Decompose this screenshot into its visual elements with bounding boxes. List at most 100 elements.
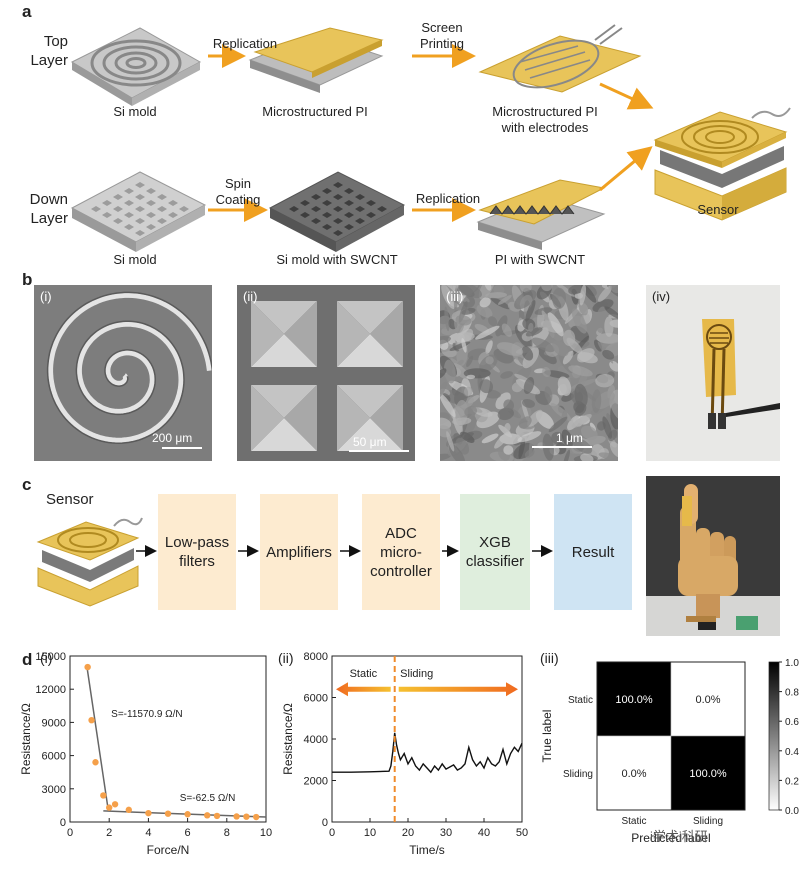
sensor-label: Sensor bbox=[46, 491, 94, 508]
panel-d-label: d bbox=[22, 650, 33, 669]
colorbar-tick-label: 0.6 bbox=[785, 717, 799, 728]
scale-bar-label-i: 200 μm bbox=[152, 431, 193, 445]
y-tick-label: 3000 bbox=[42, 784, 66, 796]
y-tick-label: 8000 bbox=[304, 651, 328, 663]
x-tick-label: 10 bbox=[260, 827, 272, 839]
caption-pi-swcnt: PI with SWCNT bbox=[494, 252, 586, 267]
x-tick-label: 20 bbox=[402, 827, 414, 839]
sem-image-pyramids: (ii) 50 μm bbox=[237, 285, 415, 461]
arrow-to-sensor-down bbox=[599, 146, 653, 192]
x-tick-label: 0 bbox=[67, 827, 73, 839]
data-point bbox=[164, 810, 172, 817]
x-axis-label: Time/s bbox=[409, 843, 445, 857]
arrow-label-replication-top: Replication bbox=[212, 36, 278, 51]
data-point bbox=[92, 759, 99, 766]
pi-swcnt bbox=[476, 179, 606, 250]
arrow-label-replication-down: Replication bbox=[415, 191, 481, 206]
panel-c-label: c bbox=[22, 475, 32, 494]
x-tick-label: 6 bbox=[185, 827, 191, 839]
caption-si-mold-top: Si mold bbox=[113, 104, 157, 119]
sem-image-spiral: (i) 200 μm bbox=[34, 285, 212, 461]
colorbar-tick-label: 0.8 bbox=[785, 688, 799, 699]
pi-with-electrodes bbox=[478, 24, 642, 93]
data-point bbox=[253, 813, 260, 821]
x-tick-label: 2 bbox=[106, 827, 112, 839]
top-layer-label: Top Layer bbox=[30, 33, 68, 69]
arrow-static bbox=[336, 682, 391, 697]
y-tick-label: 6000 bbox=[42, 751, 66, 763]
colorbar-tick-label: 1.0 bbox=[785, 658, 799, 669]
sem-tag-i: (i) bbox=[40, 289, 52, 304]
fit-annotation-flat: S=-62.5 Ω/N bbox=[180, 793, 236, 804]
data-point bbox=[125, 806, 132, 814]
matrix-cell-value: 100.0% bbox=[689, 768, 727, 780]
y-tick-label: 6000 bbox=[304, 693, 328, 705]
row-label: Static bbox=[568, 695, 593, 706]
data-point bbox=[213, 812, 221, 820]
caption-sensor: Sensor bbox=[697, 202, 739, 217]
y-tick-label: 15000 bbox=[35, 651, 66, 663]
x-axis-label: Predicted label bbox=[631, 831, 710, 845]
panel-b-label: b bbox=[22, 270, 33, 289]
data-point bbox=[184, 811, 191, 818]
sem-tag-ii: (ii) bbox=[243, 289, 258, 304]
caption-pi-electrodes: Microstructured PI with electrodes bbox=[492, 104, 598, 135]
data-point bbox=[145, 809, 152, 817]
x-tick-label: 4 bbox=[145, 827, 151, 839]
x-tick-label: 10 bbox=[364, 827, 376, 839]
colorbar-tick-label: 0.2 bbox=[785, 776, 799, 787]
chart-tag-iii: (iii) bbox=[540, 650, 559, 666]
plot-frame bbox=[331, 655, 523, 823]
arrow-sliding bbox=[398, 682, 518, 697]
flow-box-result: Result bbox=[554, 494, 632, 610]
data-point bbox=[243, 813, 250, 820]
flow-box-low-pass-filters: Low-pass filters bbox=[158, 494, 236, 610]
col-label: Static bbox=[621, 816, 646, 827]
chart-resistance-time: 0 10 20 30 40 50 0 2000 4000 6000 8000 Time/s Resist… bbox=[281, 651, 528, 857]
panel-a-label: a bbox=[22, 2, 32, 21]
matrix-cell bbox=[670, 735, 746, 811]
matrix-cell-value: 0.0% bbox=[695, 694, 720, 706]
fit-line bbox=[85, 664, 109, 810]
y-axis-label: True label bbox=[540, 710, 554, 763]
data-point bbox=[84, 663, 91, 671]
sem-image-swcnt: (iii) 1 μm bbox=[440, 285, 618, 461]
colorbar-tick-label: 0.0 bbox=[785, 806, 799, 817]
colorbar-tick-label: 0.4 bbox=[785, 747, 799, 758]
matrix-cell bbox=[670, 661, 746, 737]
region-label-sliding: Sliding bbox=[400, 668, 433, 680]
matrix-cell-value: 0.0% bbox=[621, 768, 646, 780]
x-tick-label: 50 bbox=[516, 827, 528, 839]
sem-tag-iii: (iii) bbox=[446, 289, 464, 304]
matrix-frame bbox=[596, 661, 746, 811]
photo-tag-iv: (iv) bbox=[652, 289, 671, 304]
plot-frame bbox=[69, 655, 267, 823]
region-label-static: Static bbox=[350, 668, 378, 680]
y-tick-label: 0 bbox=[60, 817, 66, 829]
sensor-assembled bbox=[653, 107, 791, 221]
x-tick-label: 8 bbox=[224, 827, 230, 839]
caption-si-mold-swcnt: Si mold with SWCNT bbox=[276, 252, 398, 267]
data-point bbox=[233, 813, 240, 820]
caption-si-mold-down: Si mold bbox=[113, 252, 157, 267]
y-axis-label: Resistance/Ω bbox=[19, 703, 33, 775]
sensor-icon-small bbox=[36, 517, 143, 607]
fit-annotation-steep: S=-11570.9 Ω/N bbox=[111, 709, 183, 720]
chart-resistance-force: 0 2 4 6 8 10 0 3000 6000 9000 12000 15000 Force/N Res… bbox=[19, 651, 272, 857]
y-tick-label: 0 bbox=[322, 817, 328, 829]
data-point bbox=[100, 792, 107, 799]
x-tick-label: 30 bbox=[440, 827, 452, 839]
flow-box-adc-microcontroller: ADC micro- controller bbox=[362, 494, 440, 610]
panel-a-illustration bbox=[70, 24, 791, 252]
x-axis-label: Force/N bbox=[147, 843, 190, 857]
y-tick-label: 4000 bbox=[304, 734, 328, 746]
matrix-cell-value: 100.0% bbox=[615, 694, 653, 706]
caption-microstructured-pi: Microstructured PI bbox=[262, 104, 368, 119]
flow-box-amplifiers: Amplifiers bbox=[260, 494, 338, 610]
y-tick-label: 9000 bbox=[42, 717, 66, 729]
row-label: Sliding bbox=[563, 769, 593, 780]
arrow-label-spin-coating: Spin Coating bbox=[215, 176, 261, 207]
matrix-cell bbox=[596, 661, 672, 737]
scale-bar-label-iii: 1 μm bbox=[556, 431, 583, 445]
col-label: Sliding bbox=[693, 816, 723, 827]
